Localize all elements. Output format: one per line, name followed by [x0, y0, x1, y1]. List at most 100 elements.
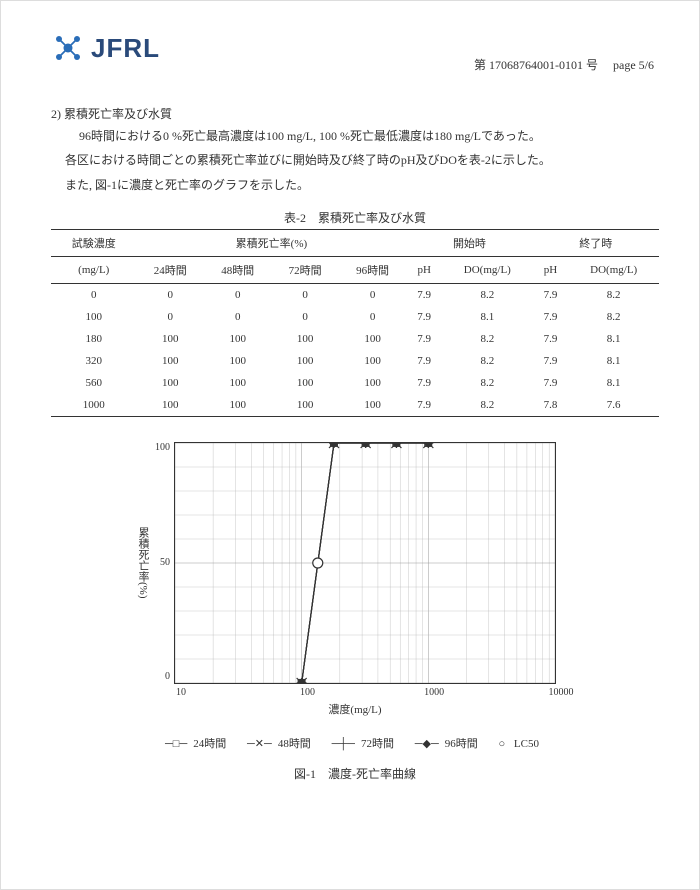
xtick-1000: 1000	[424, 687, 444, 698]
table-cell: 8.2	[442, 328, 533, 350]
table-caption: 表-2 累積死亡率及び水質	[51, 209, 659, 226]
figure-caption: 図-1 濃度-死亡率曲線	[135, 765, 575, 782]
table-cell: 7.9	[406, 284, 442, 307]
table-cell: 100	[204, 372, 271, 394]
chart-container: 累積死亡率(%) 100 50 0 10 100 1000 10000 濃度(m…	[135, 442, 575, 782]
table-cell: 0	[271, 306, 338, 328]
table-cell: 100	[204, 350, 271, 372]
th-96h: 96時間	[339, 257, 406, 284]
th-concentration: 試験濃度	[51, 230, 137, 257]
th-start-do: DO(mg/L)	[442, 257, 533, 284]
table-cell: 100	[339, 372, 406, 394]
table-cell: 8.2	[442, 350, 533, 372]
logo-text: JFRL	[91, 33, 160, 64]
th-48h: 48時間	[204, 257, 271, 284]
jfrl-logo-icon	[51, 31, 85, 65]
table-cell: 0	[204, 284, 271, 307]
table-cell: 7.9	[406, 372, 442, 394]
section-heading: 2) 累積死亡率及び水質	[51, 105, 659, 122]
table-cell: 0	[204, 306, 271, 328]
th-mortality: 累積死亡率(%)	[137, 230, 407, 257]
table-cell: 8.1	[568, 350, 659, 372]
th-end-do: DO(mg/L)	[568, 257, 659, 284]
th-start: 開始時	[406, 230, 532, 257]
legend-96h: ─◆─96時間	[415, 738, 484, 750]
page-label: page 5/6	[613, 58, 654, 72]
table-cell: 7.9	[533, 350, 569, 372]
table-cell: 100	[339, 350, 406, 372]
table-cell: 8.2	[442, 372, 533, 394]
chart-ylabel: 累積死亡率(%)	[135, 527, 151, 599]
table-cell: 7.9	[406, 306, 442, 328]
table-cell: 0	[339, 284, 406, 307]
table-cell: 8.1	[568, 372, 659, 394]
table-cell: 8.2	[442, 284, 533, 307]
table-cell: 100	[271, 328, 338, 350]
section-number: 2)	[51, 107, 61, 121]
table-cell: 320	[51, 350, 137, 372]
table-cell: 7.9	[533, 284, 569, 307]
table-cell: 100	[339, 328, 406, 350]
para-3: また, 図-1に濃度と死亡率のグラフを示した。	[65, 175, 659, 195]
table-cell: 0	[137, 306, 204, 328]
table-cell: 7.9	[533, 306, 569, 328]
table-cell: 8.1	[568, 328, 659, 350]
xtick-100: 100	[300, 687, 315, 698]
table-row: 10000007.98.17.98.2	[51, 306, 659, 328]
chart-plot	[174, 442, 556, 684]
th-24h: 24時間	[137, 257, 204, 284]
table-cell: 100	[137, 328, 204, 350]
table-cell: 7.6	[568, 394, 659, 417]
legend-24h: ─□─24時間	[165, 738, 232, 750]
table-cell: 100	[339, 394, 406, 417]
table-cell: 7.9	[406, 394, 442, 417]
chart-svg	[175, 443, 555, 683]
legend-48h: ─✕─48時間	[247, 738, 317, 750]
legend-72h: ─┼─72時間	[332, 738, 400, 750]
table-cell: 0	[137, 284, 204, 307]
ytick-0: 0	[155, 671, 170, 682]
table-cell: 8.2	[568, 284, 659, 307]
table-cell: 8.2	[442, 394, 533, 417]
table-cell: 100	[271, 394, 338, 417]
table-cell: 7.9	[406, 350, 442, 372]
table-cell: 0	[339, 306, 406, 328]
ytick-50: 50	[155, 557, 170, 568]
table-row: 3201001001001007.98.27.98.1	[51, 350, 659, 372]
xtick-10: 10	[176, 687, 186, 698]
table-cell: 100	[51, 306, 137, 328]
table-cell: 100	[271, 350, 338, 372]
table-cell: 7.9	[406, 328, 442, 350]
page-header-right: 第 17068764001-0101 号 page 5/6	[474, 56, 654, 73]
table-cell: 560	[51, 372, 137, 394]
table-row: 1801001001001007.98.27.98.1	[51, 328, 659, 350]
chart-yticks: 100 50 0	[155, 442, 174, 682]
th-start-ph: pH	[406, 257, 442, 284]
table-row: 10001001001001007.98.27.87.6	[51, 394, 659, 417]
table-cell: 100	[204, 394, 271, 417]
para-1: 96時間における0 %死亡最高濃度は100 mg/L, 100 %死亡最低濃度は…	[79, 126, 659, 146]
table-cell: 0	[51, 284, 137, 307]
ytick-100: 100	[155, 442, 170, 453]
th-72h: 72時間	[271, 257, 338, 284]
chart-legend: ─□─24時間 ─✕─48時間 ─┼─72時間 ─◆─96時間 ○ LC50	[135, 735, 575, 751]
mortality-table: 試験濃度 累積死亡率(%) 開始時 終了時 (mg/L) 24時間 48時間 7…	[51, 229, 659, 417]
th-end-ph: pH	[533, 257, 569, 284]
xtick-10000: 10000	[549, 687, 574, 698]
table-cell: 100	[271, 372, 338, 394]
table-cell: 180	[51, 328, 137, 350]
chart-xlabel: 濃度(mg/L)	[135, 701, 575, 717]
table-cell: 100	[137, 394, 204, 417]
section-title-text: 累積死亡率及び水質	[64, 107, 172, 121]
para-2: 各区における時間ごとの累積死亡率並びに開始時及び終了時のpH及びDOを表-2に示…	[65, 150, 659, 170]
table-cell: 7.9	[533, 328, 569, 350]
th-concentration-unit: (mg/L)	[51, 257, 137, 284]
legend-lc50: ○ LC50	[499, 738, 545, 750]
table-cell: 8.2	[568, 306, 659, 328]
table-cell: 100	[137, 350, 204, 372]
doc-number: 第 17068764001-0101 号	[474, 58, 598, 72]
table-cell: 8.1	[442, 306, 533, 328]
table-cell: 7.9	[533, 372, 569, 394]
table-cell: 1000	[51, 394, 137, 417]
table-cell: 7.8	[533, 394, 569, 417]
